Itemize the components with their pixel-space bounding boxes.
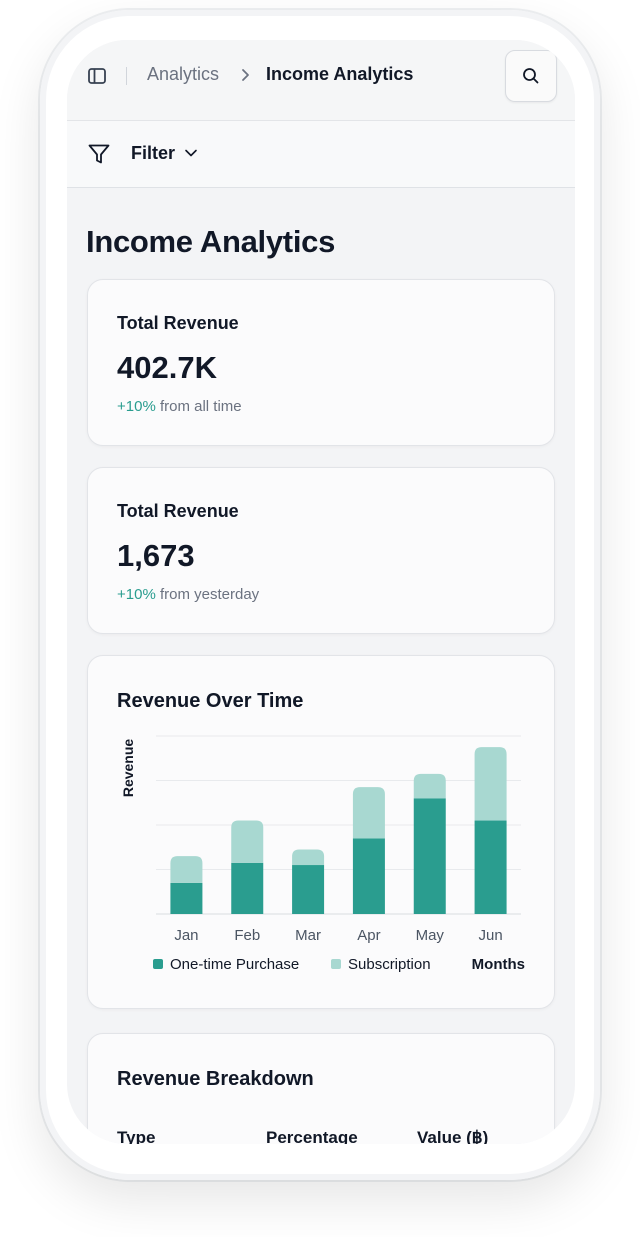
stat-card-total-revenue: Total Revenue 402.7K +10% from all time [87, 279, 555, 446]
bar-one-time-purchase-may [413, 798, 446, 914]
revenue-chart: Revenue Jan Feb Mar Apr May Jun One-time Purcha… [120, 735, 525, 973]
bar-subscription-jan [170, 856, 203, 883]
x-tick-label: Jun [478, 927, 502, 944]
revenue-breakdown-card: Revenue Breakdown Type Percentage Value … [87, 1033, 555, 1144]
stat-label: Total Revenue [117, 501, 239, 521]
stat-card-total-revenue-daily: Total Revenue 1,673 +10% from yesterday [87, 467, 555, 634]
stat-change-percent: +10% [117, 398, 156, 415]
chevron-right-icon [239, 66, 253, 84]
column-header-percentage[interactable]: Percentage [266, 1128, 358, 1144]
divider [126, 67, 127, 85]
stat-value: 1,673 [117, 538, 195, 573]
breakdown-title: Revenue Breakdown [117, 1068, 314, 1090]
bar-one-time-purchase-apr [352, 838, 385, 914]
legend-swatch [331, 959, 341, 969]
breadcrumb-current: Income Analytics [266, 64, 414, 84]
stat-value: 402.7K [117, 350, 217, 385]
filter-funnel-icon[interactable] [87, 142, 111, 171]
top-bar: Analytics Income Analytics [67, 40, 575, 121]
stat-change-percent: +10% [117, 586, 156, 603]
stat-change-suffix: from yesterday [155, 586, 260, 603]
stat-change: +10% from all time [117, 398, 242, 415]
chevron-down-icon[interactable] [184, 146, 198, 165]
y-axis-label: Revenue [120, 739, 136, 798]
x-tick-label: Apr [357, 927, 380, 944]
bar-subscription-apr [352, 787, 385, 839]
legend-label: Subscription [348, 956, 431, 973]
x-tick-label: Mar [295, 927, 321, 944]
bar-one-time-purchase-jan [170, 882, 203, 914]
bar-subscription-jun [474, 747, 507, 821]
bar-subscription-mar [292, 849, 325, 866]
bar-subscription-feb [231, 820, 264, 863]
breadcrumb-analytics[interactable]: Analytics [147, 64, 220, 84]
x-tick-label: May [416, 927, 445, 944]
chart-title: Revenue Over Time [117, 690, 304, 712]
legend-label: One-time Purchase [170, 956, 299, 973]
bar-subscription-may [413, 773, 446, 799]
column-header-value[interactable]: Value (฿) [417, 1128, 489, 1144]
stat-label: Total Revenue [117, 313, 239, 333]
search-icon [523, 68, 539, 84]
bar-one-time-purchase-mar [292, 865, 325, 914]
x-tick-label: Jan [174, 927, 198, 944]
bar-one-time-purchase-feb [231, 862, 264, 914]
app-screen: Analytics Income Analytics Filter Inco [67, 40, 575, 1144]
stat-change: +10% from yesterday [117, 586, 259, 603]
bar-one-time-purchase-jun [474, 820, 507, 914]
x-tick-label: Feb [234, 927, 260, 944]
sidebar-toggle-icon[interactable] [87, 66, 107, 86]
revenue-chart-card: Revenue Over Time Revenue Jan Feb Mar Apr May… [87, 655, 555, 1009]
filter-bar: Filter [67, 121, 575, 188]
x-axis-label: Months [472, 956, 525, 973]
search-button[interactable] [505, 50, 557, 102]
stat-change-suffix: from all time [155, 398, 242, 415]
legend-swatch [153, 959, 163, 969]
filter-dropdown[interactable]: Filter [131, 143, 176, 163]
page-title: Income Analytics [86, 224, 336, 259]
column-header-type[interactable]: Type [117, 1128, 156, 1144]
